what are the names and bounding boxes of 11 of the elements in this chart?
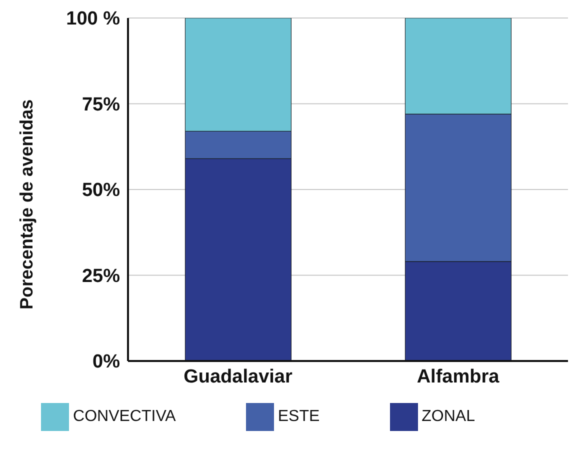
legend-label: ESTE — [278, 408, 320, 426]
x-tick-label: Alfambra — [416, 366, 500, 388]
x-tick-label: Guadalaviar — [184, 366, 293, 388]
y-axis-title: Porecentaje de avenidas — [16, 99, 36, 310]
y-tick-label: 25% — [82, 266, 120, 287]
y-tick-label: 75% — [82, 94, 120, 116]
legend-label: ZONAL — [422, 408, 475, 426]
legend-label: CONVECTIVA — [73, 408, 176, 426]
y-tick-label: 0% — [92, 352, 120, 373]
y-tick-label: 50% — [82, 180, 120, 202]
y-tick-label: 100 % — [66, 8, 120, 30]
